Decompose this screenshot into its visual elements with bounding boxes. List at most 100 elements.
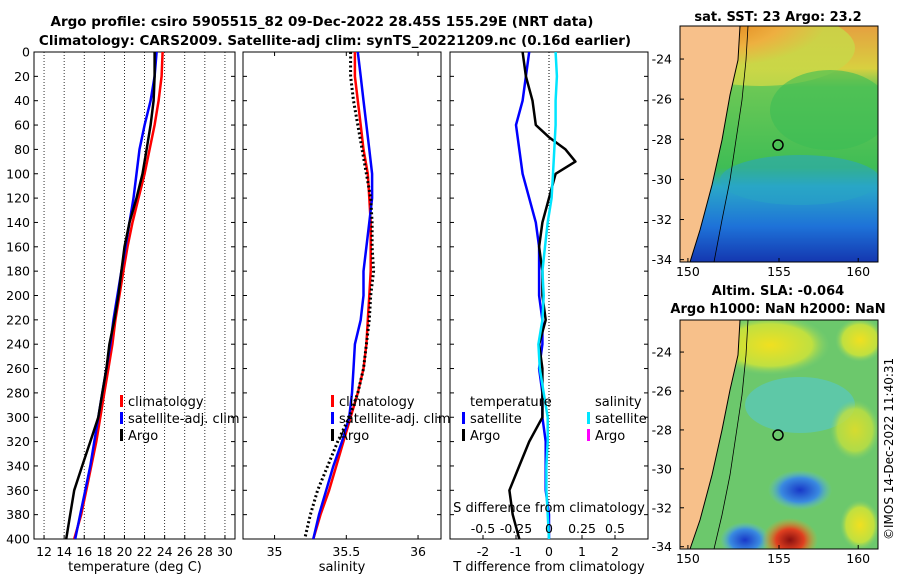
t-difference-tick-label: 1 <box>578 544 586 559</box>
temperature-difference-legend: temperature satellite Argo <box>462 395 552 444</box>
sla-low-southwest <box>720 522 770 549</box>
depth-tick-label: 120 <box>6 191 30 206</box>
sla-high-southeast <box>840 500 878 549</box>
sla-map-image <box>680 320 878 549</box>
map-lat-tick-label: -24 <box>652 52 672 67</box>
sla-map-panel: Altim. SLA: -0.064 Argo h1000: NaN h2000… <box>652 284 886 566</box>
legend-title-temperature: temperature <box>470 395 552 410</box>
t-difference-tick-label: 2 <box>611 544 619 559</box>
sla-isobath <box>713 320 749 549</box>
depth-tick-label: 260 <box>6 361 30 376</box>
depth-tick-label: 140 <box>6 215 30 230</box>
salinity-axis-ticks: 35 35.5 36 <box>267 52 426 559</box>
sst-map-panel: sat. SST: 23 Argo: 23.2 150 155 160 -24 -26 -… <box>652 10 879 279</box>
temperature-gridlines <box>43 52 226 539</box>
legend-label-t-argo: Argo <box>470 429 500 444</box>
depth-tick-label: 100 <box>6 166 30 181</box>
legend-swatch-argo <box>120 429 123 441</box>
legend-swatch-climatology <box>120 395 123 407</box>
difference-depth-ticks <box>450 51 648 540</box>
salinity-tick-label: 36 <box>410 544 426 559</box>
sst-map-title: sat. SST: 23 Argo: 23.2 <box>694 10 861 25</box>
map-lat-tick-label: -30 <box>652 172 672 187</box>
sst-green-zone <box>770 70 878 150</box>
legend-swatch-s-argo <box>587 429 590 441</box>
depth-axis-ticks: 0 20 40 60 80 100 120 140 160 180 200 220 240 260 280 3… <box>6 45 235 547</box>
sla-map-title-line2: Argo h1000: NaN h2000: NaN <box>670 302 885 317</box>
t-difference-tick-label: -1 <box>510 544 522 559</box>
t-difference-tick-label: -2 <box>477 544 489 559</box>
map-lat-tick-label: -30 <box>652 461 672 476</box>
sla-map-ticks: 150 155 160 -24 -26 -28 -30 -32 -34 <box>652 345 871 566</box>
depth-tick-label: 60 <box>14 118 30 133</box>
sla-high-north <box>710 320 830 375</box>
temperature-legend: climatology satellite-adj. clim Argo <box>120 395 240 444</box>
temperature-tick-label: 14 <box>56 544 72 559</box>
legend-label-s-argo: Argo <box>595 429 625 444</box>
s-difference-tick-label: -0.5 <box>471 521 495 536</box>
t-difference-axis-label: T difference from climatology <box>452 560 645 575</box>
map-lon-tick-label: 155 <box>767 264 791 279</box>
sla-argo-marker <box>772 429 784 441</box>
depth-tick-label: 280 <box>6 385 30 400</box>
sla-high-northeast <box>835 320 878 362</box>
salinity-series-satellite-adj-clim <box>312 52 374 539</box>
sst-cyan-zone <box>720 155 878 205</box>
salinity-difference-legend: salinity satellite Argo <box>587 395 647 444</box>
t-difference-axis-ticks: -2 -1 0 1 2 <box>477 535 619 559</box>
map-lat-tick-label: -32 <box>652 212 672 227</box>
timestamp-watermark: ©IMOS 14-Dec-2022 11:40:31 <box>882 358 896 540</box>
map-lat-tick-label: -34 <box>652 539 672 554</box>
map-lat-tick-label: -34 <box>652 252 672 267</box>
t-difference-tick-label: 0 <box>545 544 553 559</box>
legend-swatch-s-satellite <box>587 412 590 424</box>
legend-label-s-satellite: satellite <box>595 412 647 427</box>
legend-label-climatology: climatology <box>339 395 415 410</box>
temperature-axis-label: temperature (deg C) <box>68 560 202 575</box>
header-line-1: Argo profile: csiro 5905515_82 09-Dec-20… <box>51 14 594 30</box>
salinity-depth-ticks <box>243 51 441 540</box>
salinity-tick-label: 35 <box>267 544 283 559</box>
temperature-tick-label: 16 <box>76 544 92 559</box>
salinity-series-climatology <box>312 52 372 539</box>
map-lat-tick-label: -24 <box>652 345 672 360</box>
sla-land-mask <box>680 320 740 549</box>
legend-label-t-satellite: satellite <box>470 412 522 427</box>
map-lon-tick-label: 160 <box>846 551 870 566</box>
depth-tick-label: 360 <box>6 483 30 498</box>
depth-tick-label: 160 <box>6 239 30 254</box>
depth-tick-label: 320 <box>6 434 30 449</box>
depth-tick-label: 40 <box>14 93 30 108</box>
legend-label-argo: Argo <box>128 429 158 444</box>
temperature-tick-label: 18 <box>96 544 112 559</box>
differences-series-salinity-satellite <box>537 52 559 539</box>
s-difference-tick-labels: -0.5 -0.25 0 0.25 0.5 <box>471 521 625 536</box>
salinity-series <box>303 52 376 539</box>
sla-low-center <box>768 470 832 510</box>
s-difference-tick-label: -0.25 <box>500 521 532 536</box>
header-line-2: Climatology: CARS2009. Satellite-adj cli… <box>39 33 631 49</box>
salinity-panel: 35 35.5 36 salinity climatology satellite-… <box>242 51 451 575</box>
temperature-series <box>64 52 164 539</box>
temperature-tick-label: 12 <box>36 544 52 559</box>
map-lon-tick-label: 150 <box>676 551 700 566</box>
s-difference-tick-label: 0.25 <box>568 521 596 536</box>
temperature-axis-ticks: 12 14 16 18 20 22 24 26 28 30 <box>36 535 233 559</box>
depth-tick-label: 220 <box>6 312 30 327</box>
legend-label-climatology: climatology <box>128 395 204 410</box>
depth-tick-label: 380 <box>6 507 30 522</box>
difference-panel: -2 -1 0 1 2 S difference from climatology -0… <box>449 51 649 575</box>
temperature-tick-label: 20 <box>116 544 132 559</box>
sla-map-title-line1: Altim. SLA: -0.064 <box>712 284 844 299</box>
sst-coastline <box>689 26 741 262</box>
depth-tick-label: 200 <box>6 288 30 303</box>
sla-cyan-band <box>745 377 855 433</box>
map-lon-tick-label: 150 <box>676 264 700 279</box>
sla-high-east <box>830 400 878 460</box>
depth-tick-label: 400 <box>6 532 30 547</box>
temperature-series-argo <box>64 52 156 539</box>
s-difference-axis-label: S difference from climatology <box>453 501 645 516</box>
legend-swatch-t-satellite <box>462 412 465 424</box>
salinity-tick-label: 35.5 <box>332 544 360 559</box>
